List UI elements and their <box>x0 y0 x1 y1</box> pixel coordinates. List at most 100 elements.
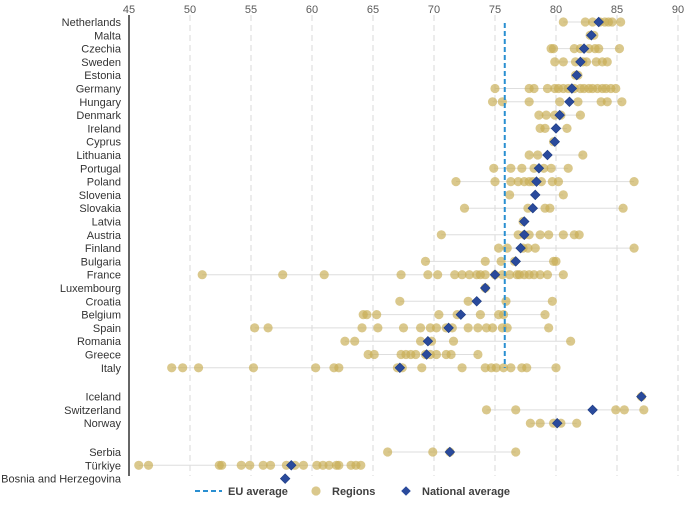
region-dot <box>350 336 360 346</box>
gridlines <box>128 15 679 476</box>
region-dot <box>319 270 329 280</box>
national-average-marker <box>531 176 542 187</box>
country-label: Portugal <box>80 163 121 175</box>
country-label: Iceland <box>86 392 121 404</box>
country-row: Latvia <box>92 216 530 229</box>
region-dot <box>423 270 433 280</box>
national-average-marker <box>422 335 434 347</box>
country-row: Norway <box>84 417 582 430</box>
region-dot <box>578 150 588 160</box>
region-dot <box>614 44 625 54</box>
region-dot <box>566 336 576 346</box>
country-label: Belgium <box>81 310 121 322</box>
region-dot <box>541 110 551 120</box>
region-dot <box>480 270 490 280</box>
region-dot <box>548 44 559 54</box>
region-dot <box>558 190 568 200</box>
region-dot <box>611 405 621 415</box>
region-dot <box>639 405 649 415</box>
country-row: Romania <box>77 335 576 348</box>
region-dot <box>481 405 492 415</box>
national-average-marker <box>515 242 526 254</box>
region-dot <box>617 97 627 107</box>
region-dot <box>524 150 534 160</box>
national-average-marker <box>554 109 565 121</box>
x-tick-label: 85 <box>611 4 623 16</box>
country-row: Bulgaria <box>81 256 561 268</box>
region-dot <box>523 243 533 253</box>
region-dot <box>551 256 561 266</box>
region-dot <box>487 323 498 333</box>
country-label: Denmark <box>76 110 121 122</box>
region-dot <box>217 460 227 470</box>
legend-national-swatch <box>401 486 411 496</box>
country-label: France <box>87 270 121 282</box>
country-row: Austria <box>87 229 584 242</box>
national-average-marker <box>542 149 553 161</box>
region-dot <box>558 57 568 67</box>
region-dot <box>457 363 467 373</box>
country-label: Türkiye <box>85 460 121 472</box>
country-row: Spain <box>93 322 554 335</box>
country-row: Czechia <box>81 43 625 56</box>
national-average-marker <box>551 417 563 429</box>
region-dot <box>457 270 467 280</box>
national-average-marker <box>527 202 539 214</box>
x-tick-label: 90 <box>672 4 684 16</box>
region-dot <box>544 323 554 333</box>
national-average-marker <box>489 269 501 280</box>
region-dot <box>542 83 553 94</box>
national-average-marker <box>279 473 291 484</box>
region-dot <box>473 349 483 360</box>
country-label: Slovenia <box>79 190 122 202</box>
x-tick-label: 75 <box>489 4 501 16</box>
national-average-marker <box>455 309 467 320</box>
region-dot <box>396 270 406 280</box>
region-dot <box>434 310 444 320</box>
country-label: Netherlands <box>62 17 122 29</box>
country-label: Cyprus <box>86 137 121 149</box>
legend-eu-average-label: EU average <box>228 486 288 498</box>
country-label: Romania <box>77 336 122 348</box>
region-dot <box>340 336 350 346</box>
region-dot <box>415 336 426 346</box>
national-average-marker <box>586 30 597 41</box>
country-row: Greece <box>85 349 483 362</box>
region-dot <box>563 163 573 173</box>
region-dot <box>540 123 550 133</box>
x-tick-label: 45 <box>123 4 135 16</box>
region-dot <box>197 270 207 280</box>
region-dot <box>573 97 583 107</box>
legend-regions-swatch <box>311 486 321 496</box>
region-dot <box>496 256 506 266</box>
country-label: Czechia <box>81 44 122 56</box>
region-dot <box>602 57 612 67</box>
region-dot <box>572 418 582 428</box>
region-dot <box>490 177 500 187</box>
region-dot <box>398 323 409 333</box>
region-dot <box>415 323 426 333</box>
region-dot <box>619 405 629 415</box>
region-dot <box>550 57 560 67</box>
region-dot <box>433 270 443 280</box>
country-label: Germany <box>76 84 122 96</box>
region-dot <box>629 177 639 187</box>
region-dot <box>594 44 604 54</box>
national-average-marker <box>530 189 541 201</box>
country-row: Cyprus <box>86 136 561 149</box>
region-dot <box>298 460 309 470</box>
region-dot <box>143 460 154 470</box>
country-label: Greece <box>85 350 121 362</box>
region-dot <box>362 310 372 320</box>
national-average-marker <box>533 163 545 174</box>
x-tick-label: 70 <box>428 4 440 16</box>
country-label: Sweden <box>81 57 121 69</box>
country-row: Hungary <box>79 96 627 109</box>
country-row: Lithuania <box>76 149 588 162</box>
region-dot <box>167 363 177 373</box>
region-dot <box>535 418 545 428</box>
national-average-marker <box>587 404 598 416</box>
country-label: Estonia <box>84 70 122 82</box>
region-dot <box>420 256 431 266</box>
